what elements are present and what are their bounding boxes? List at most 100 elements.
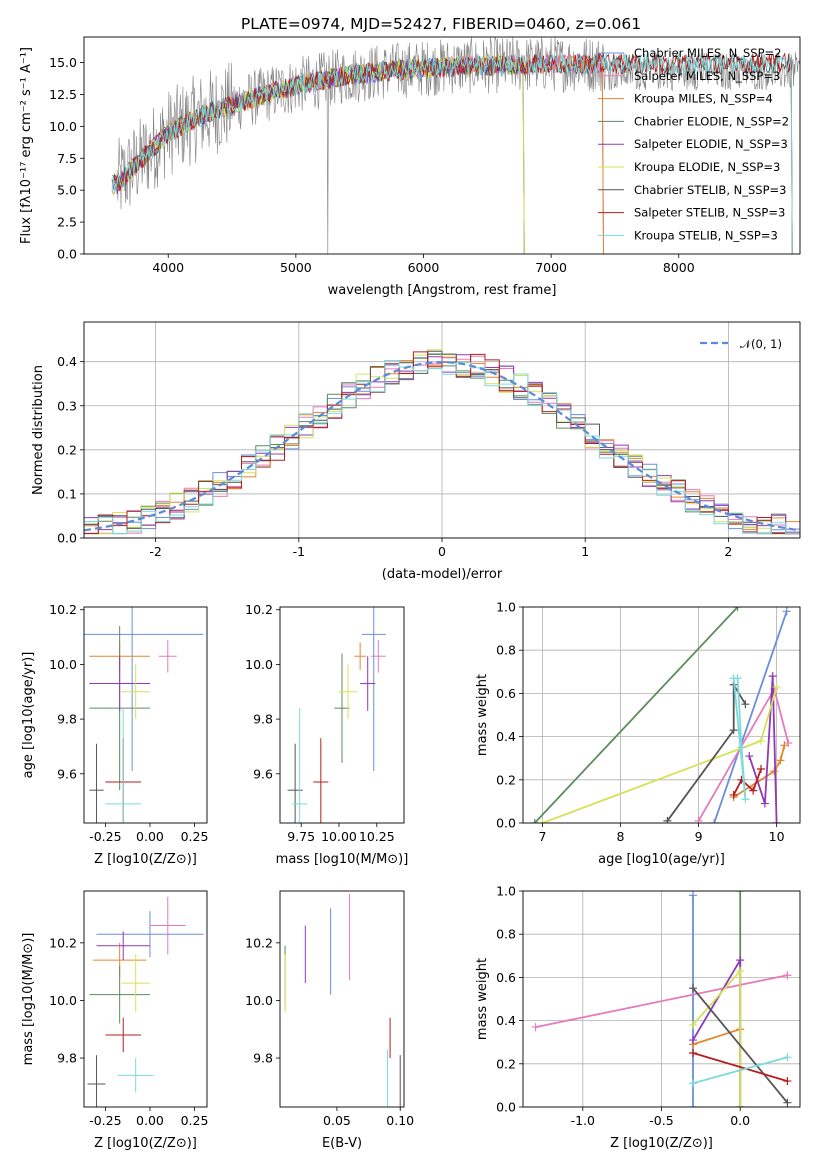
- y-tick-label: 9.8: [57, 712, 77, 727]
- y-tick-label: 0.4: [496, 729, 516, 744]
- x-tick-label: 4000: [152, 260, 184, 275]
- mass-weight-line: [692, 968, 742, 1107]
- x-axis-label: age [log10(age/yr)]: [598, 852, 725, 867]
- x-tick-label: 0.25: [181, 1113, 209, 1128]
- mass-weight-line: [732, 768, 762, 796]
- y-tick-label: 10.0: [49, 657, 77, 672]
- x-tick-label: 6000: [408, 260, 440, 275]
- plus-marker: [530, 819, 539, 823]
- histogram-series: [84, 351, 800, 538]
- plus-marker: [729, 726, 738, 735]
- plus-marker: [538, 819, 547, 823]
- plus-marker: [783, 1077, 792, 1086]
- plus-marker: [729, 790, 738, 799]
- plot-area-age_vs_Z: [84, 607, 204, 823]
- x-tick-label: 0.25: [181, 829, 209, 844]
- plot-area-mass_vs_Z: [87, 896, 204, 1107]
- y-tick-label: 5.0: [57, 183, 77, 198]
- y-tick-label: 10.0: [245, 657, 273, 672]
- legend-label: Chabrier MILES, N_SSP=2: [634, 46, 781, 60]
- x-tick-label: 0.00: [136, 829, 164, 844]
- plus-marker: [776, 756, 785, 765]
- plus-marker: [780, 741, 789, 750]
- mass-weight-line: [732, 678, 747, 800]
- x-tick-label: 8: [617, 829, 625, 844]
- x-axis-label: (data-model)/error: [382, 567, 503, 582]
- normal-curve-line: [84, 360, 800, 532]
- plot-area-weight_vs_age: [530, 607, 793, 823]
- x-tick-label: 0.05: [323, 1113, 351, 1128]
- mass-weight-line: [713, 611, 788, 823]
- y-axis-label: mass weight: [475, 958, 490, 1040]
- chart-weight_vs_Z: -1.0 -0.5 0.0 0.0 0.2 0.4 0.6 0.8 1.0 Z [log10(Z/…: [475, 884, 801, 1151]
- plus-marker: [782, 607, 791, 616]
- x-tick-label: 7000: [535, 260, 567, 275]
- plus-marker: [736, 1103, 745, 1107]
- legend-label: Salpeter STELIB, N_SSP=3: [634, 206, 785, 220]
- plus-marker: [745, 752, 754, 761]
- y-tick-label: 10.2: [49, 935, 77, 950]
- plus-marker: [694, 816, 703, 823]
- legend-label: 𝒩(0, 1): [740, 337, 782, 351]
- plus-marker: [736, 891, 745, 895]
- y-tick-label: 9.8: [57, 1051, 77, 1066]
- y-tick-label: 7.5: [57, 151, 77, 166]
- plus-marker: [729, 674, 738, 683]
- y-tick-label: 0.0: [496, 816, 516, 831]
- y-tick-label: 0.1: [57, 486, 77, 501]
- legend-label: Kroupa MILES, N_SSP=4: [634, 92, 773, 106]
- plus-marker: [760, 799, 769, 808]
- model-spectrum-line: [111, 52, 794, 254]
- plus-marker: [736, 956, 745, 965]
- plus-marker: [688, 1103, 697, 1107]
- plus-marker: [741, 700, 750, 709]
- plus-marker: [741, 795, 750, 804]
- x-tick-label: -0.25: [89, 829, 121, 844]
- y-tick-label: 0.8: [496, 643, 516, 658]
- x-tick-label: 5000: [280, 260, 312, 275]
- mass-weight-line: [666, 681, 747, 822]
- model-spectrum-line: [111, 52, 794, 254]
- axes-frame: [83, 36, 801, 255]
- y-tick-label: 0.2: [496, 1056, 516, 1071]
- mass-weight-line: [535, 974, 788, 1028]
- plus-marker: [531, 1023, 540, 1032]
- y-tick-label: 0.8: [496, 927, 516, 942]
- y-axis-label: Flux [fλ10⁻¹⁷ erg cm⁻² s⁻¹ A⁻¹]: [19, 47, 34, 244]
- model-spectrum-line: [111, 54, 605, 254]
- chart-spectrum: 4000 5000 6000 7000 8000 0.0 2.5 5.0 7.5 10.0 12.5…: [19, 36, 801, 298]
- y-tick-label: 15.0: [49, 55, 77, 70]
- axes-frame: [83, 606, 208, 824]
- y-axis-label: age [log10(age/yr)]: [21, 652, 36, 779]
- x-tick-label: -0.5: [649, 1113, 673, 1128]
- mass-weight-line: [692, 1028, 741, 1046]
- plus-marker: [736, 966, 745, 975]
- plus-marker: [733, 607, 742, 611]
- x-axis-label: mass [log10(M/M⊙)]: [276, 852, 409, 867]
- axes-frame: [522, 606, 801, 824]
- x-axis-label: Z [log10(Z/Z⊙)]: [610, 1136, 713, 1151]
- plot-layer: 4000 5000 6000 7000 80000.02.55.07.510.012.5…: [19, 36, 801, 1151]
- x-tick-label: 7: [539, 829, 547, 844]
- plus-marker: [783, 971, 792, 980]
- y-tick-label: 9.6: [57, 766, 77, 781]
- plot-area-residuals: [84, 349, 800, 538]
- legend-label: Salpeter ELODIE, N_SSP=3: [634, 137, 788, 151]
- plot-area-spectrum: [111, 37, 800, 254]
- y-tick-label: 9.8: [253, 712, 273, 727]
- x-tick-label: 0.00: [136, 1113, 164, 1128]
- x-axis-label: E(B-V): [322, 1136, 362, 1151]
- mass-weight-line: [692, 1056, 788, 1085]
- y-tick-label: 9.8: [253, 1051, 273, 1066]
- x-tick-label: 10.25: [359, 829, 395, 844]
- mass-weight-line: [692, 956, 742, 1107]
- legend-label: Kroupa ELODIE, N_SSP=3: [634, 160, 780, 174]
- chart-weight_vs_age: 7 8 9 10 0.0 0.2 0.4 0.6 0.8 1.0 age [log10(age/yr…: [475, 600, 801, 867]
- legend: 𝒩(0, 1): [700, 337, 782, 351]
- plot-area-weight_vs_Z: [531, 891, 792, 1107]
- x-tick-label: 1: [581, 544, 589, 559]
- y-tick-label: 10.0: [245, 993, 273, 1008]
- x-tick-label: 0.10: [386, 1113, 414, 1128]
- y-tick-label: 0.0: [57, 247, 77, 262]
